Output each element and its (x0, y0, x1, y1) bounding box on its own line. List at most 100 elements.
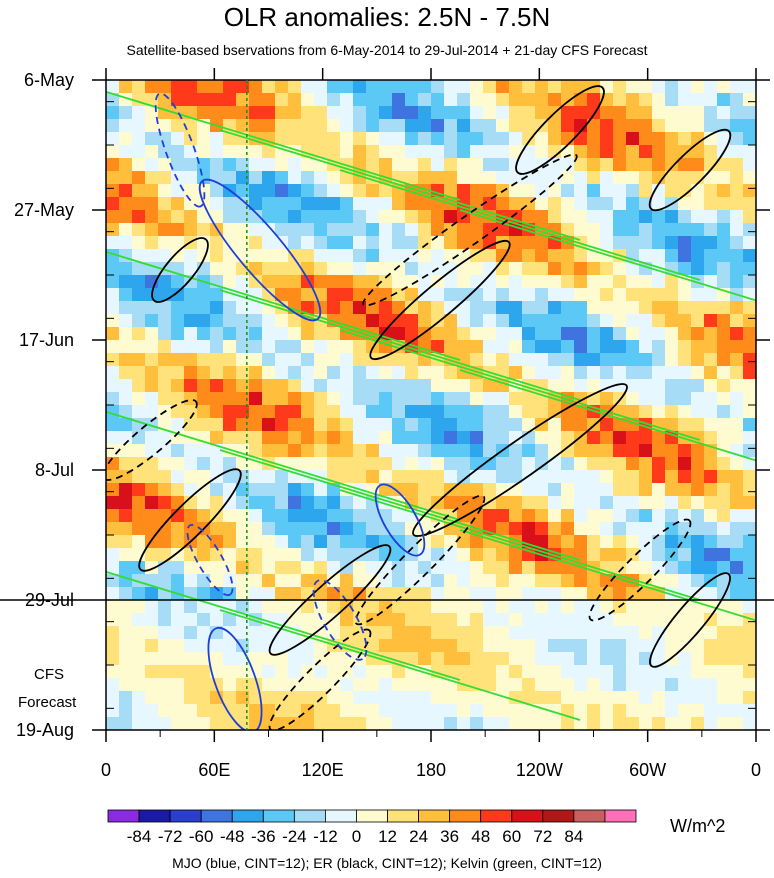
olr-cell (405, 288, 419, 302)
olr-cell (522, 691, 536, 705)
olr-cell (392, 470, 406, 484)
olr-cell (600, 158, 614, 172)
olr-cell (184, 314, 198, 328)
olr-cell (145, 249, 159, 263)
olr-cell (483, 457, 497, 471)
olr-cell (743, 652, 756, 666)
kelvin-contour (219, 609, 581, 721)
olr-cell (249, 483, 263, 497)
olr-cell (249, 509, 263, 523)
olr-cell (353, 665, 367, 679)
olr-cell (184, 80, 198, 94)
olr-cell (509, 587, 523, 601)
olr-cell (301, 522, 315, 536)
olr-cell (366, 145, 380, 159)
olr-cell (197, 717, 211, 730)
olr-cell (418, 405, 432, 419)
olr-cell (678, 483, 692, 497)
olr-cell (106, 574, 120, 588)
olr-cell (184, 353, 198, 367)
olr-cell (184, 626, 198, 640)
olr-cell (392, 405, 406, 419)
olr-cell (392, 119, 406, 133)
olr-cell (132, 496, 146, 510)
olr-cell (106, 704, 120, 718)
olr-cell (236, 93, 250, 107)
olr-cell (548, 496, 562, 510)
olr-cell (444, 171, 458, 185)
olr-cell (119, 132, 133, 146)
olr-cell (106, 223, 120, 237)
olr-cell (535, 444, 549, 458)
olr-cell (717, 392, 731, 406)
olr-cell (145, 119, 159, 133)
olr-cell (249, 587, 263, 601)
olr-cell (509, 184, 523, 198)
olr-cell (509, 327, 523, 341)
olr-cell (600, 587, 614, 601)
olr-cell (470, 587, 484, 601)
er-contour (649, 572, 731, 668)
olr-cell (535, 210, 549, 224)
olr-cell (379, 158, 393, 172)
olr-cell (119, 704, 133, 718)
olr-cell (444, 340, 458, 354)
olr-cell (275, 366, 289, 380)
olr-cell (366, 288, 380, 302)
olr-cell (340, 522, 354, 536)
olr-cell (327, 171, 341, 185)
olr-cell (444, 327, 458, 341)
olr-cell (392, 80, 406, 94)
olr-cell (119, 457, 133, 471)
olr-cell (444, 262, 458, 276)
olr-cell (483, 470, 497, 484)
olr-cell (431, 613, 445, 627)
olr-cell (730, 496, 744, 510)
olr-cell (717, 236, 731, 250)
olr-cell (483, 327, 497, 341)
olr-cell (613, 548, 627, 562)
olr-cell (288, 483, 302, 497)
olr-cell (431, 574, 445, 588)
olr-cell (652, 392, 666, 406)
olr-cell (587, 509, 601, 523)
olr-cell (548, 80, 562, 94)
olr-cell (145, 379, 159, 393)
olr-cell (678, 548, 692, 562)
olr-cell (275, 171, 289, 185)
olr-cell (470, 392, 484, 406)
olr-cell (587, 223, 601, 237)
olr-cell (444, 652, 458, 666)
olr-cell (236, 314, 250, 328)
olr-cell (600, 704, 614, 718)
olr-cell (496, 80, 510, 94)
olr-cell (548, 444, 562, 458)
olr-cell (639, 496, 653, 510)
olr-cell (171, 236, 185, 250)
olr-cell (743, 535, 756, 549)
olr-cell (210, 80, 224, 94)
olr-cell (522, 600, 536, 614)
olr-cell (392, 444, 406, 458)
olr-cell (379, 457, 393, 471)
olr-cell (158, 223, 172, 237)
olr-cell (743, 418, 756, 432)
olr-cell (457, 327, 471, 341)
olr-cell (444, 145, 458, 159)
olr-cell (392, 509, 406, 523)
olr-cell (496, 717, 510, 730)
olr-cell (197, 496, 211, 510)
olr-cell (431, 587, 445, 601)
olr-cell (119, 379, 133, 393)
olr-cell (522, 275, 536, 289)
olr-cell (327, 496, 341, 510)
olr-cell (379, 600, 393, 614)
olr-cell (509, 80, 523, 94)
olr-cell (626, 314, 640, 328)
olr-cell (236, 236, 250, 250)
olr-cell (223, 535, 237, 549)
olr-cell (587, 340, 601, 354)
olr-cell (743, 704, 756, 718)
olr-cell (132, 548, 146, 562)
olr-cell (665, 639, 679, 653)
